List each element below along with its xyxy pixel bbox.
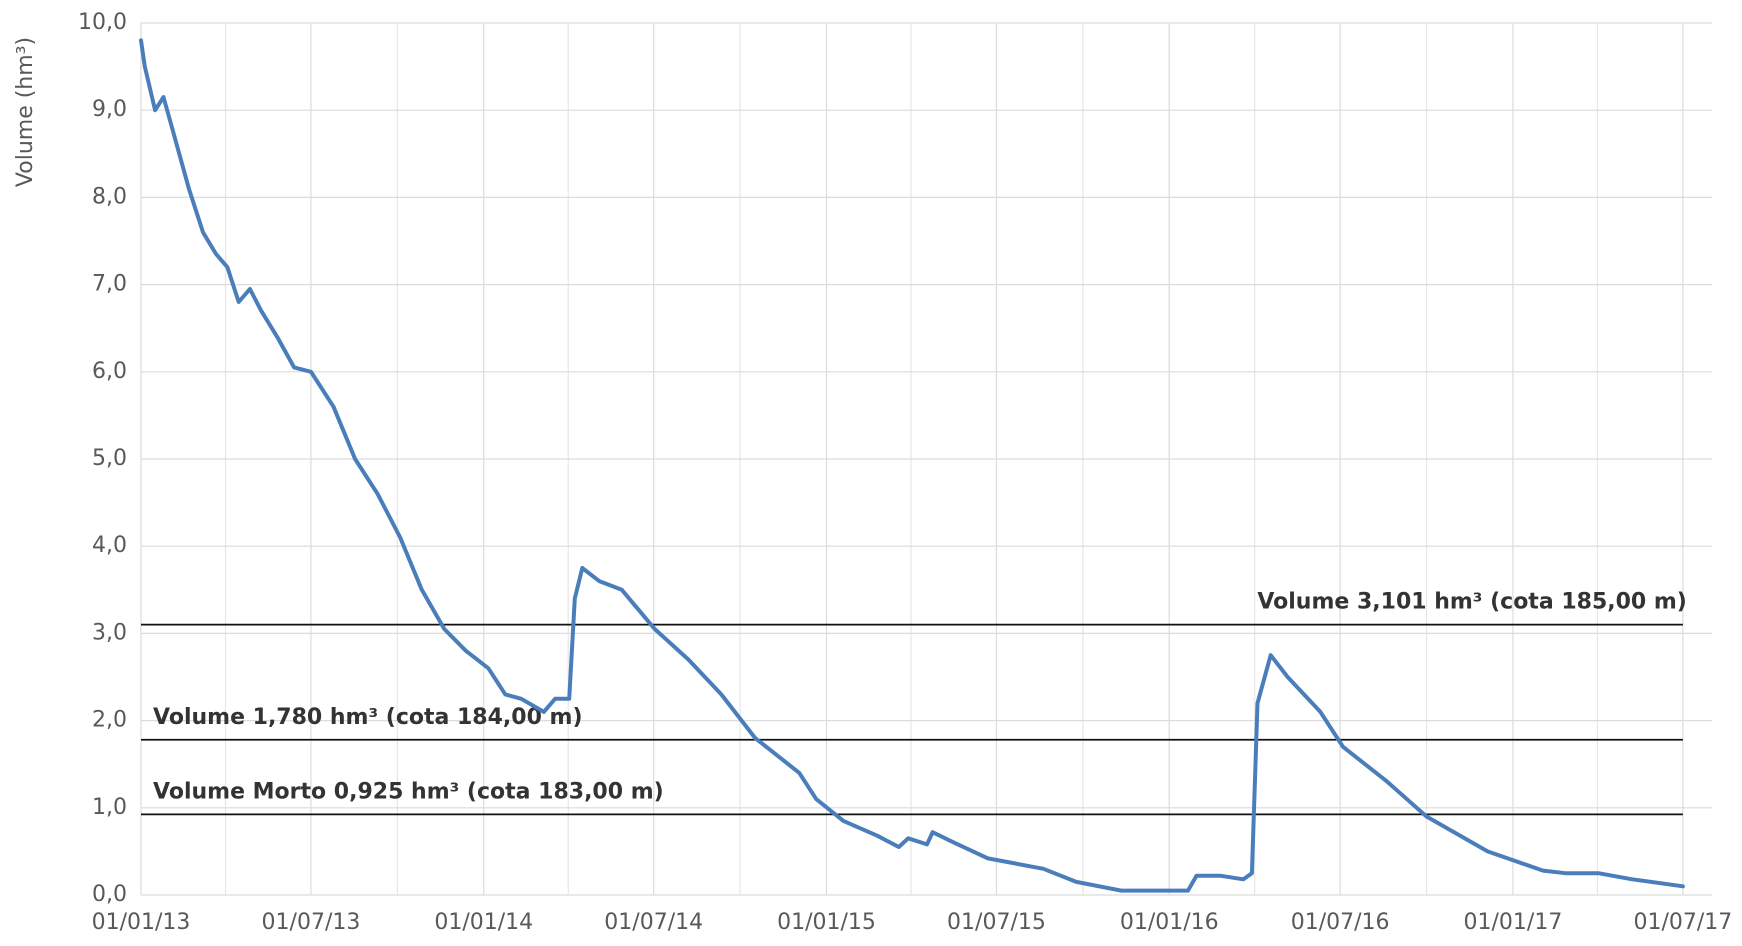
y-tick-label: 3,0 xyxy=(92,620,127,645)
x-tick-label: 01/07/14 xyxy=(604,910,703,935)
y-tick-label: 8,0 xyxy=(92,184,127,209)
y-tick-label: 1,0 xyxy=(92,795,127,820)
y-tick-label: 9,0 xyxy=(92,97,127,122)
y-tick-label: 2,0 xyxy=(92,708,127,733)
x-tick-label: 01/01/13 xyxy=(92,910,191,935)
x-tick-label: 01/07/16 xyxy=(1291,910,1390,935)
x-tick-label: 01/07/15 xyxy=(947,910,1046,935)
y-tick-label: 10,0 xyxy=(78,10,127,35)
x-tick-label: 01/07/13 xyxy=(262,910,361,935)
x-tick-label: 01/01/16 xyxy=(1120,910,1219,935)
y-tick-label: 4,0 xyxy=(92,533,127,558)
reference-label: Volume 3,101 hm³ (cota 185,00 m) xyxy=(1257,590,1687,615)
x-tick-label: 01/01/17 xyxy=(1464,910,1563,935)
x-tick-label: 01/01/15 xyxy=(777,910,876,935)
x-tick-label: 01/01/14 xyxy=(434,910,533,935)
y-tick-label: 5,0 xyxy=(92,446,127,471)
reference-label: Volume 1,780 hm³ (cota 184,00 m) xyxy=(153,705,583,730)
y-tick-label: 6,0 xyxy=(92,359,127,384)
reference-label: Volume Morto 0,925 hm³ (cota 183,00 m) xyxy=(153,779,664,804)
x-tick-label: 01/07/17 xyxy=(1633,910,1732,935)
y-axis-label: Volume (hm³) xyxy=(13,37,38,187)
y-tick-label: 7,0 xyxy=(92,272,127,297)
y-tick-label: 0,0 xyxy=(92,882,127,907)
series-line xyxy=(139,38,1685,893)
